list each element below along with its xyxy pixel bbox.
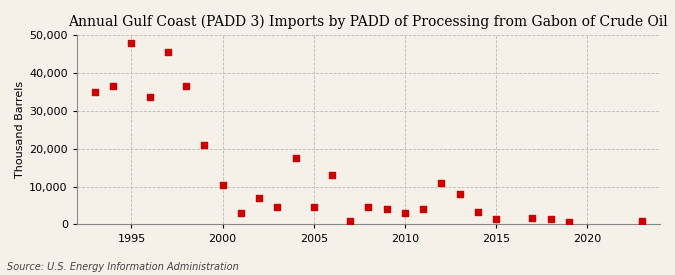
Point [400, 211, 410, 215]
Point [90, 89, 101, 94]
Point [418, 206, 429, 211]
Point [381, 207, 392, 211]
Point [144, 95, 155, 100]
Point [199, 142, 210, 147]
Point [272, 205, 283, 210]
Point [181, 84, 192, 88]
Point [545, 217, 556, 221]
Point [454, 192, 465, 197]
Point [363, 205, 374, 210]
Point [527, 215, 538, 220]
Point [108, 84, 119, 88]
Y-axis label: Thousand Barrels: Thousand Barrels [15, 81, 25, 178]
Point [308, 204, 319, 209]
Point [126, 41, 137, 45]
Point [163, 50, 173, 54]
Point [564, 220, 574, 224]
Point [290, 156, 301, 160]
Point [327, 173, 338, 177]
Title: Annual Gulf Coast (PADD 3) Imports by PADD of Processing from Gabon of Crude Oil: Annual Gulf Coast (PADD 3) Imports by PA… [69, 15, 668, 29]
Point [236, 211, 246, 215]
Point [472, 210, 483, 214]
Point [217, 182, 228, 187]
Point [491, 217, 502, 221]
Point [254, 196, 265, 200]
Text: Source: U.S. Energy Information Administration: Source: U.S. Energy Information Administ… [7, 262, 238, 272]
Point [637, 219, 647, 223]
Point [436, 181, 447, 185]
Point [345, 218, 356, 223]
